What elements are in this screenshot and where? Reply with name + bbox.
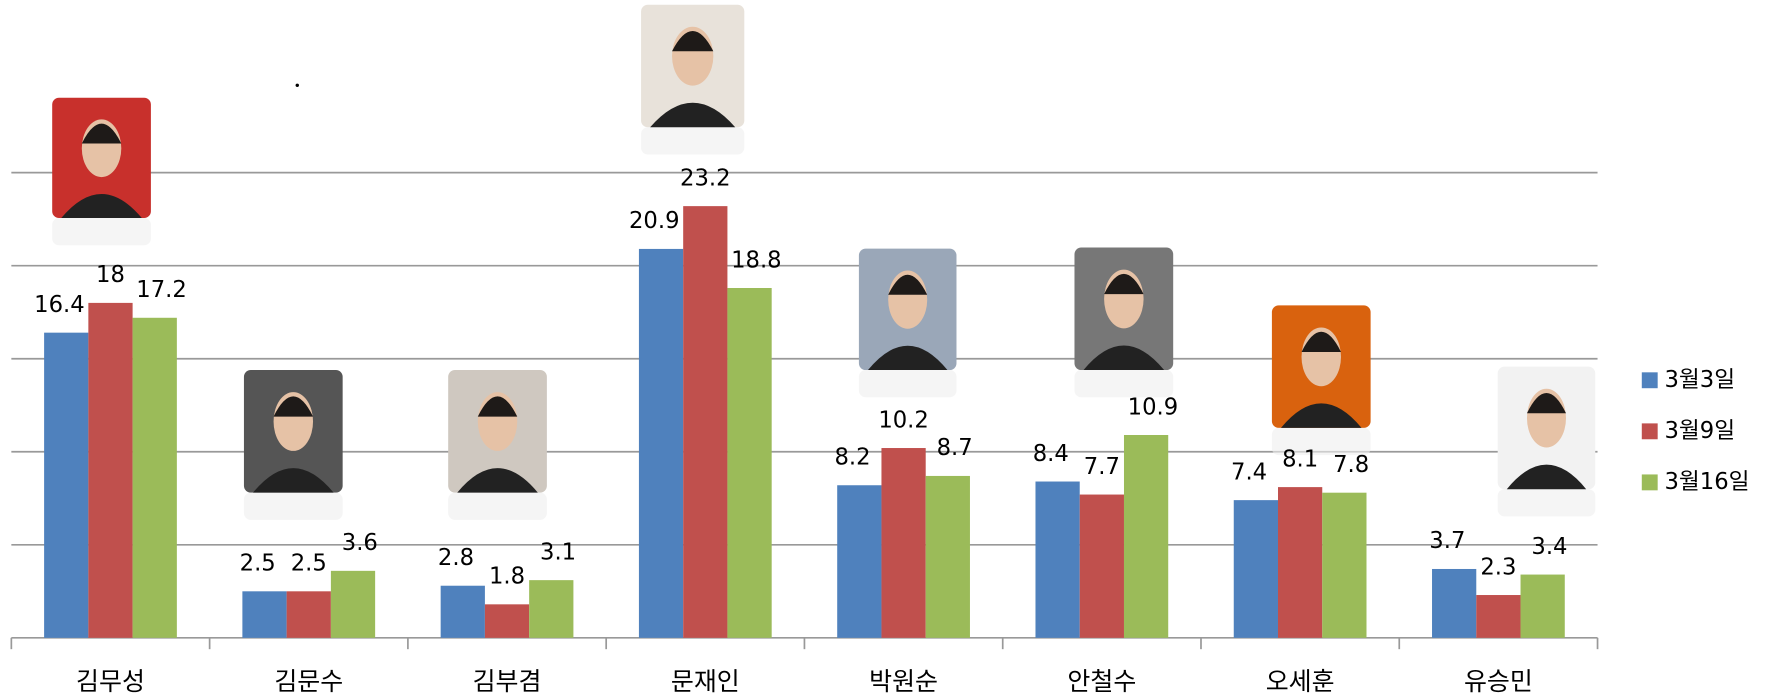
x-tick-label: 김부겸: [473, 667, 542, 696]
bar: [727, 288, 772, 638]
photo-reflection: [858, 370, 957, 398]
bar: [88, 302, 133, 638]
x-tick-label: 문재인: [671, 667, 740, 696]
photo-reflection: [1497, 489, 1596, 517]
photo-body: [650, 102, 736, 128]
legend-label: 3월3일: [1664, 367, 1735, 393]
data-label: 2.5: [240, 551, 276, 577]
legend-swatch: [1641, 474, 1658, 491]
photo-hair: [477, 396, 518, 417]
photo-hair: [1104, 273, 1144, 295]
data-label: 3.6: [342, 530, 378, 556]
data-label: 7.7: [1084, 454, 1120, 480]
bar: [484, 604, 530, 638]
photo-body: [1280, 403, 1362, 428]
data-label: 23.2: [680, 165, 731, 191]
data-label: 2.5: [291, 551, 327, 577]
data-label: 18.8: [731, 247, 782, 273]
bar: [1432, 568, 1477, 638]
x-tick-label: 안철수: [1067, 667, 1136, 696]
photo-body: [61, 193, 142, 219]
photo-body: [1506, 464, 1587, 490]
data-label: 16.4: [34, 292, 85, 318]
data-label: 20.9: [629, 208, 680, 234]
bar: [440, 585, 485, 638]
bar: [529, 580, 574, 638]
photo-hair: [1526, 392, 1566, 414]
bar: [132, 317, 177, 638]
bar: [286, 591, 331, 638]
photo-reflection: [52, 218, 151, 246]
bar: [242, 591, 287, 638]
bar: [683, 206, 728, 638]
bar: [881, 448, 926, 638]
data-label: 10.2: [878, 407, 929, 433]
dot: [295, 83, 299, 87]
data-label: 1.8: [489, 564, 525, 590]
photo-hair: [888, 274, 928, 295]
bar: [1322, 492, 1367, 638]
legend-label: 3월16일: [1664, 469, 1749, 495]
data-label: 2.3: [1480, 554, 1516, 580]
data-label: 8.2: [834, 445, 870, 471]
x-tick-label: 김무성: [76, 667, 145, 696]
photo-reflection: [243, 492, 343, 520]
photo-hair: [1301, 331, 1342, 352]
photo-reflection: [1271, 427, 1371, 456]
photo-body: [457, 468, 538, 493]
bar: [1476, 595, 1521, 638]
photo-body: [1083, 345, 1165, 371]
bar: [638, 248, 684, 638]
data-label: 8.7: [937, 435, 973, 461]
bar: [44, 332, 89, 638]
bar: [1123, 435, 1169, 638]
data-label: 3.1: [540, 539, 576, 565]
legend-swatch: [1641, 423, 1658, 440]
data-label: 2.8: [438, 545, 474, 571]
bar: [1278, 487, 1323, 638]
bar: [925, 475, 970, 638]
data-label: 3.4: [1531, 534, 1567, 560]
data-label: 8.4: [1033, 441, 1069, 467]
photo-body: [253, 468, 334, 493]
bar: [1035, 481, 1080, 638]
bar: [837, 485, 882, 638]
photo-reflection: [448, 492, 547, 520]
photo-hair: [672, 31, 714, 52]
bar: [1079, 494, 1124, 638]
data-label: 7.4: [1231, 459, 1267, 485]
legend-swatch: [1641, 372, 1658, 389]
data-label: 10.9: [1128, 394, 1179, 420]
x-tick-label: 유승민: [1464, 667, 1533, 696]
legend-label: 3월9일: [1664, 418, 1735, 444]
photo-body: [867, 345, 948, 371]
photo-hair: [273, 396, 314, 417]
data-label: 18: [96, 262, 125, 288]
data-label: 17.2: [136, 277, 187, 303]
x-tick-label: 김문수: [274, 667, 343, 696]
photo-hair: [81, 123, 122, 144]
x-tick-label: 박원순: [869, 667, 938, 696]
bar: [1520, 574, 1565, 638]
photo-reflection: [641, 127, 745, 155]
data-label: 3.7: [1429, 528, 1465, 554]
bar: [1233, 500, 1279, 638]
x-tick-label: 오세훈: [1266, 667, 1335, 696]
data-label: 7.8: [1333, 452, 1369, 478]
bar: [330, 570, 376, 638]
data-label: 8.1: [1282, 446, 1318, 472]
photo-reflection: [1074, 370, 1174, 398]
